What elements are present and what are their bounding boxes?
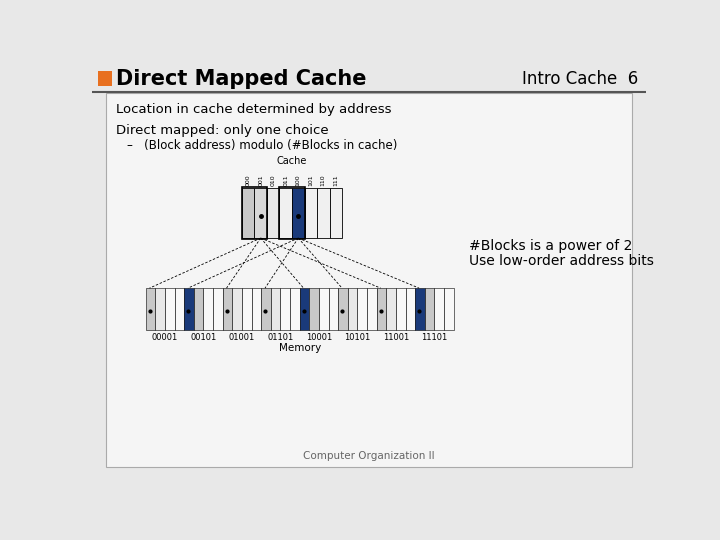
Bar [319,288,328,330]
Bar [444,288,454,330]
Bar [434,288,444,330]
Text: Cache: Cache [276,157,307,166]
Bar [204,288,213,330]
Bar [338,288,348,330]
Bar [271,288,281,330]
Text: 11101: 11101 [421,333,448,342]
Bar [348,288,357,330]
Bar [156,288,165,330]
Text: 01001: 01001 [229,333,255,342]
Text: 001: 001 [258,174,264,186]
Text: Use low-order address bits: Use low-order address bits [469,254,654,268]
Bar [184,288,194,330]
Bar [233,288,242,330]
Bar [242,288,251,330]
Bar [98,71,112,86]
Text: Direct mapped: only one choice: Direct mapped: only one choice [117,124,329,137]
Bar [300,288,310,330]
Bar [387,288,396,330]
Text: Location in cache determined by address: Location in cache determined by address [117,103,392,116]
Text: –   (Block address) modulo (#Blocks in cache): – (Block address) modulo (#Blocks in cac… [127,139,397,152]
Bar [165,288,174,330]
Text: 000: 000 [246,174,251,186]
Text: Intro Cache  6: Intro Cache 6 [522,70,639,87]
Text: #Blocks is a power of 2: #Blocks is a power of 2 [469,239,632,253]
Text: 00101: 00101 [190,333,217,342]
Bar [267,188,279,238]
Text: Memory: Memory [279,343,321,353]
Text: 01101: 01101 [267,333,294,342]
Text: 101: 101 [308,174,313,186]
Bar [145,288,156,330]
Bar [106,93,632,467]
Text: 011: 011 [283,174,288,186]
Bar [279,188,292,238]
Text: 10101: 10101 [344,333,371,342]
Text: 11001: 11001 [383,333,409,342]
Bar [396,288,405,330]
Bar [242,187,267,239]
Bar [290,288,300,330]
Bar [377,288,387,330]
Text: 010: 010 [271,174,276,186]
Bar [92,65,647,92]
Bar [405,288,415,330]
Bar [425,288,434,330]
Bar [357,288,367,330]
Bar [305,188,317,238]
Bar [261,288,271,330]
Bar [330,188,342,238]
Bar [174,288,184,330]
Bar [279,187,305,239]
Bar [242,188,254,238]
Bar [317,188,330,238]
Bar [213,288,222,330]
Bar [281,288,290,330]
Bar [415,288,425,330]
Bar [194,288,204,330]
Text: Direct Mapped Cache: Direct Mapped Cache [117,69,367,89]
Text: 100: 100 [296,174,301,186]
Text: 00001: 00001 [152,333,178,342]
Bar [328,288,338,330]
Bar [251,288,261,330]
Text: Computer Organization II: Computer Organization II [303,450,435,461]
Text: 111: 111 [333,174,338,186]
Bar [292,188,305,238]
Bar [254,188,267,238]
Bar [222,288,233,330]
Bar [310,288,319,330]
Bar [367,288,377,330]
Text: 110: 110 [321,174,325,186]
Text: 10001: 10001 [306,333,332,342]
